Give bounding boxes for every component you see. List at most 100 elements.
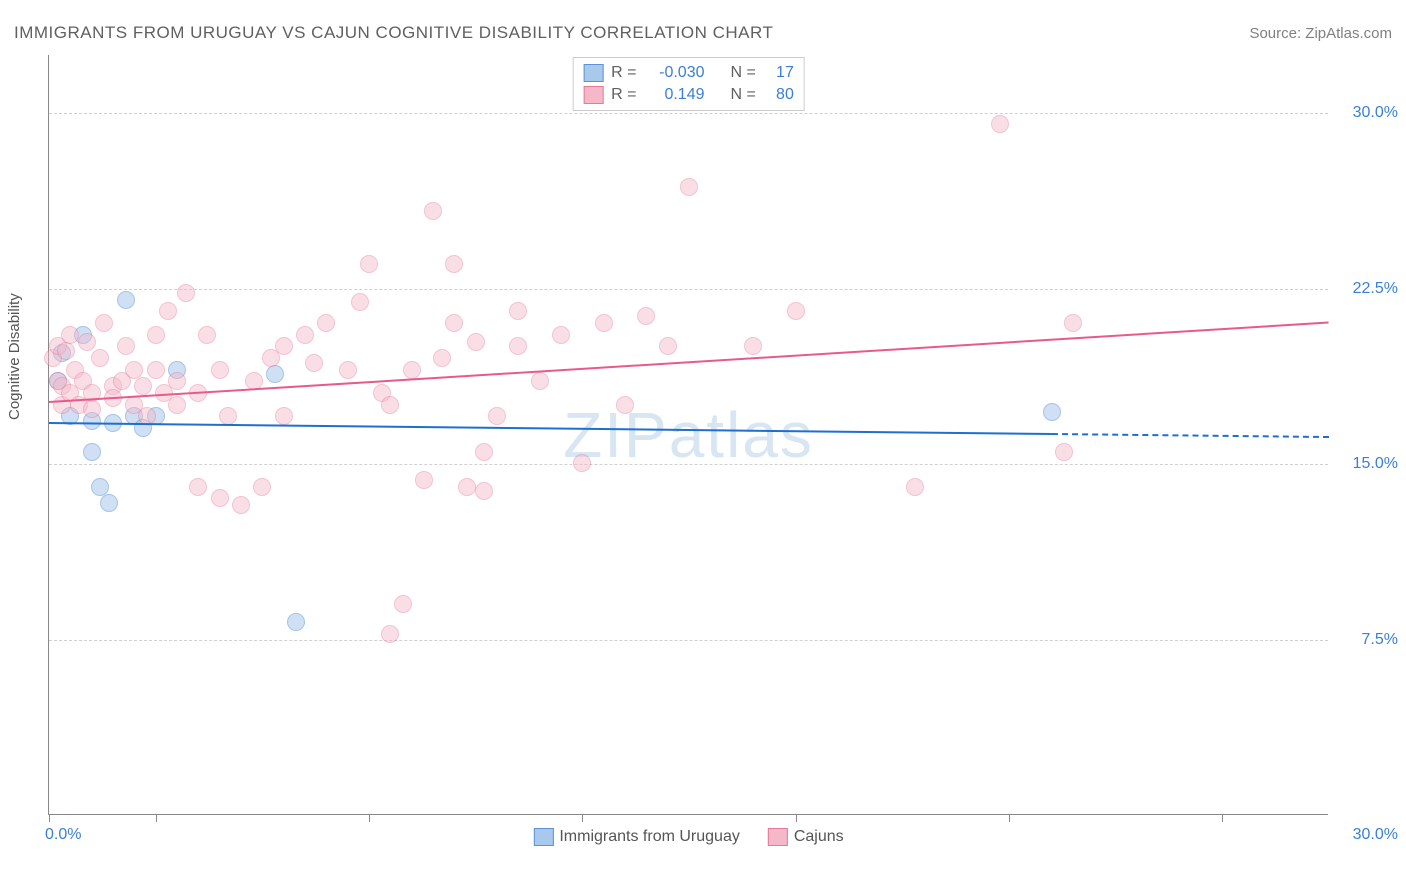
data-point-cajuns [351, 293, 369, 311]
data-point-cajuns [189, 478, 207, 496]
data-point-uruguay [117, 291, 135, 309]
data-point-cajuns [659, 337, 677, 355]
data-point-cajuns [509, 302, 527, 320]
data-point-cajuns [787, 302, 805, 320]
data-point-cajuns [317, 314, 335, 332]
r-label: R = [611, 86, 636, 104]
trendline-uruguay-dashed [1052, 433, 1329, 438]
watermark: ZIPatlas [563, 398, 814, 472]
x-tick [796, 814, 797, 822]
data-point-cajuns [394, 595, 412, 613]
data-point-cajuns [91, 349, 109, 367]
gridline [49, 640, 1328, 641]
data-point-cajuns [147, 361, 165, 379]
data-point-cajuns [475, 482, 493, 500]
data-point-cajuns [991, 115, 1009, 133]
data-point-cajuns [275, 407, 293, 425]
x-max-label: 30.0% [1353, 826, 1398, 844]
data-point-cajuns [637, 307, 655, 325]
legend-bottom: Immigrants from Uruguay Cajuns [533, 828, 843, 846]
swatch-uruguay [533, 828, 553, 846]
swatch-uruguay [583, 64, 603, 82]
data-point-uruguay [1043, 403, 1061, 421]
y-tick-label: 15.0% [1338, 455, 1398, 473]
legend-item-uruguay: Immigrants from Uruguay [533, 828, 740, 846]
data-point-cajuns [305, 354, 323, 372]
chart-header: IMMIGRANTS FROM URUGUAY VS CAJUN COGNITI… [14, 18, 1392, 48]
data-point-cajuns [125, 361, 143, 379]
data-point-cajuns [177, 284, 195, 302]
n-value-uruguay: 17 [764, 64, 794, 82]
data-point-cajuns [61, 326, 79, 344]
x-tick [156, 814, 157, 822]
data-point-cajuns [595, 314, 613, 332]
data-point-cajuns [381, 625, 399, 643]
data-point-cajuns [168, 372, 186, 390]
r-value-cajuns: 0.149 [645, 86, 705, 104]
data-point-cajuns [906, 478, 924, 496]
gridline [49, 289, 1328, 290]
swatch-cajuns [583, 86, 603, 104]
data-point-uruguay [83, 443, 101, 461]
data-point-cajuns [232, 496, 250, 514]
data-point-cajuns [211, 361, 229, 379]
data-point-cajuns [57, 342, 75, 360]
data-point-cajuns [458, 478, 476, 496]
legend-stats: R = -0.030 N = 17 R = 0.149 N = 80 [572, 57, 805, 111]
data-point-cajuns [296, 326, 314, 344]
plot-area: ZIPatlas R = -0.030 N = 17 R = 0.149 N =… [48, 55, 1328, 815]
data-point-cajuns [1055, 443, 1073, 461]
legend-item-cajuns: Cajuns [768, 828, 844, 846]
x-tick [1222, 814, 1223, 822]
data-point-cajuns [275, 337, 293, 355]
gridline [49, 464, 1328, 465]
data-point-cajuns [117, 337, 135, 355]
data-point-cajuns [415, 471, 433, 489]
legend-stats-row: R = 0.149 N = 80 [583, 84, 794, 106]
swatch-cajuns [768, 828, 788, 846]
data-point-cajuns [381, 396, 399, 414]
source-label: Source: ZipAtlas.com [1249, 25, 1392, 42]
data-point-cajuns [339, 361, 357, 379]
data-point-cajuns [147, 326, 165, 344]
legend-label: Cajuns [794, 828, 844, 846]
data-point-cajuns [424, 202, 442, 220]
data-point-cajuns [445, 255, 463, 273]
legend-label: Immigrants from Uruguay [559, 828, 740, 846]
data-point-cajuns [433, 349, 451, 367]
gridline [49, 113, 1328, 114]
data-point-cajuns [744, 337, 762, 355]
n-value-cajuns: 80 [764, 86, 794, 104]
chart-title: IMMIGRANTS FROM URUGUAY VS CAJUN COGNITI… [14, 23, 773, 43]
x-tick [582, 814, 583, 822]
n-label: N = [731, 86, 756, 104]
data-point-cajuns [403, 361, 421, 379]
r-label: R = [611, 64, 636, 82]
x-tick [369, 814, 370, 822]
n-label: N = [731, 64, 756, 82]
data-point-cajuns [198, 326, 216, 344]
data-point-cajuns [219, 407, 237, 425]
x-tick [49, 814, 50, 822]
x-min-label: 0.0% [45, 826, 81, 844]
data-point-cajuns [168, 396, 186, 414]
data-point-uruguay [266, 365, 284, 383]
legend-stats-row: R = -0.030 N = 17 [583, 62, 794, 84]
data-point-uruguay [287, 613, 305, 631]
data-point-cajuns [253, 478, 271, 496]
data-point-cajuns [488, 407, 506, 425]
data-point-cajuns [531, 372, 549, 390]
data-point-uruguay [100, 494, 118, 512]
data-point-cajuns [211, 489, 229, 507]
data-point-cajuns [509, 337, 527, 355]
data-point-cajuns [83, 400, 101, 418]
data-point-cajuns [360, 255, 378, 273]
data-point-cajuns [445, 314, 463, 332]
data-point-cajuns [573, 454, 591, 472]
y-axis-label: Cognitive Disability [6, 293, 23, 420]
y-tick-label: 7.5% [1338, 631, 1398, 649]
data-point-cajuns [680, 178, 698, 196]
data-point-cajuns [616, 396, 634, 414]
data-point-cajuns [1064, 314, 1082, 332]
x-tick [1009, 814, 1010, 822]
